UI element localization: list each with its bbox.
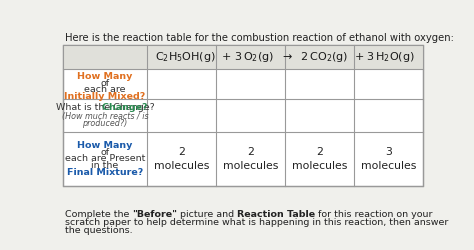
- FancyBboxPatch shape: [63, 46, 423, 186]
- Text: Initially Mixed?: Initially Mixed?: [64, 92, 146, 101]
- Text: Final Mixture?: Final Mixture?: [67, 168, 143, 177]
- Text: each are: each are: [84, 85, 126, 94]
- Text: What is the Change?: What is the Change?: [55, 103, 155, 112]
- Text: each are Present: each are Present: [65, 154, 145, 163]
- Text: 3
molecules: 3 molecules: [361, 146, 416, 171]
- Text: "Before": "Before": [132, 210, 177, 219]
- Text: 2
molecules: 2 molecules: [223, 146, 278, 171]
- Text: How Many: How Many: [77, 141, 133, 150]
- Text: scratch paper to help determine what is happening in this reaction, then answer: scratch paper to help determine what is …: [64, 218, 448, 227]
- Text: the questions.: the questions.: [64, 226, 132, 234]
- Text: 2
molecules: 2 molecules: [292, 146, 347, 171]
- Text: Reaction Table: Reaction Table: [237, 210, 315, 219]
- Text: picture and: picture and: [177, 210, 237, 219]
- Text: produced?): produced?): [82, 119, 128, 128]
- Text: How Many: How Many: [77, 72, 133, 81]
- FancyBboxPatch shape: [63, 46, 423, 68]
- Text: Change?: Change?: [63, 103, 147, 112]
- Text: $\mathregular{C_2H_5OH(g)}$  $\mathregular{+\;3\,O_2(g)}$  $\mathregular{\righta: $\mathregular{C_2H_5OH(g)}$ $\mathregula…: [155, 50, 415, 64]
- Text: of: of: [100, 79, 109, 88]
- Text: in the: in the: [91, 161, 118, 170]
- Text: of: of: [100, 148, 109, 157]
- Text: Complete the: Complete the: [64, 210, 132, 219]
- Text: Here is the reaction table for the combustion reaction of ethanol with oxygen:: Here is the reaction table for the combu…: [64, 33, 454, 43]
- Text: (How much reacts / is: (How much reacts / is: [62, 112, 148, 121]
- Text: for this reaction on your: for this reaction on your: [315, 210, 433, 219]
- Text: 2
molecules: 2 molecules: [154, 146, 209, 171]
